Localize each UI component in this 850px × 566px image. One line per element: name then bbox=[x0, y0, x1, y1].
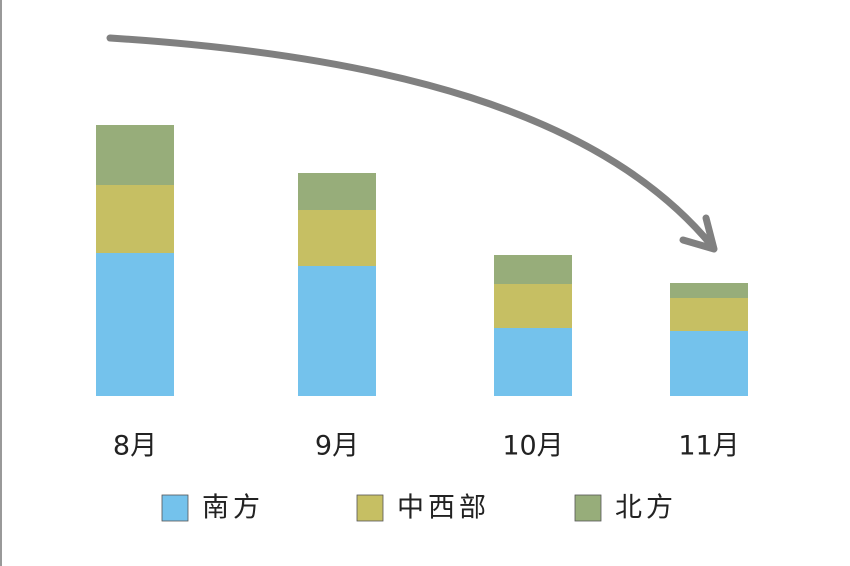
bar-segment bbox=[494, 284, 572, 328]
bar-segment bbox=[670, 283, 748, 298]
bar-segment bbox=[670, 298, 748, 331]
bar-segment bbox=[494, 255, 572, 284]
bar-segment bbox=[494, 328, 572, 396]
bar-segment bbox=[670, 331, 748, 396]
bar-segment bbox=[96, 125, 174, 185]
legend-swatch bbox=[356, 494, 384, 522]
legend-label: 北方 bbox=[615, 493, 677, 524]
x-tick-label: 11月 bbox=[678, 431, 739, 462]
legend-swatch bbox=[161, 494, 189, 522]
bar-segment bbox=[96, 253, 174, 396]
bar-segment bbox=[298, 210, 376, 266]
bar-segment bbox=[298, 173, 376, 210]
legend-swatch bbox=[574, 494, 602, 522]
legend-label: 中西部 bbox=[397, 493, 490, 524]
legend-label: 南方 bbox=[202, 493, 264, 524]
x-tick-label: 10月 bbox=[502, 431, 563, 462]
bar-segment bbox=[298, 266, 376, 396]
trend-arrow-head bbox=[679, 214, 718, 253]
x-tick-label: 8月 bbox=[113, 431, 157, 462]
bar-segment bbox=[96, 185, 174, 253]
x-tick-label: 9月 bbox=[315, 431, 359, 462]
trend-arrow bbox=[106, 34, 716, 250]
